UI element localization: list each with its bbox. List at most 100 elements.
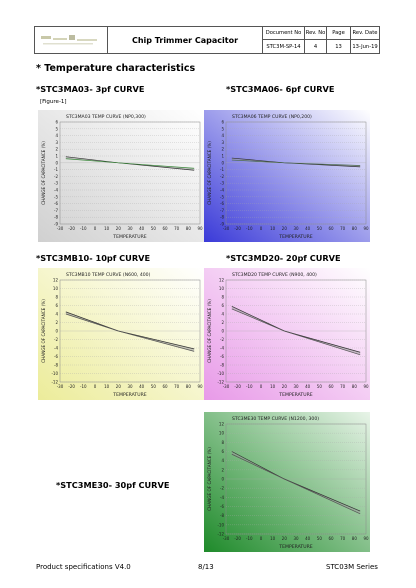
y-tick-label: -12: [51, 380, 58, 385]
series-line: [231, 308, 361, 356]
y-tick-label: -10: [217, 371, 224, 376]
y-tick-label: 2: [221, 467, 224, 472]
x-tick-label: 10: [270, 536, 276, 541]
y-tick-label: 12: [219, 422, 225, 427]
x-tick-label: 10: [270, 226, 276, 231]
y-tick-label: 0: [221, 329, 224, 334]
x-tick-label: 30: [293, 226, 299, 231]
x-tick-label: -20: [68, 226, 75, 231]
y-tick-label: 0: [221, 477, 224, 482]
y-tick-label: 4: [221, 458, 224, 463]
y-tick-label: 2: [55, 147, 58, 152]
series-line: [65, 313, 195, 352]
x-tick-label: 90: [363, 536, 369, 541]
x-tick-label: -30: [223, 226, 230, 231]
footer-series: STC03M Series: [326, 563, 378, 571]
x-tick-label: -10: [80, 384, 87, 389]
x-tick-label: 0: [260, 536, 263, 541]
caption-stc3ma06: *STC3MA06- 6pf CURVE: [226, 84, 335, 94]
x-tick-label: 80: [352, 384, 358, 389]
footer-page-number: 8/13: [198, 563, 214, 571]
y-axis-label: CHANGE OF CAPACITANCE (%): [41, 141, 46, 205]
x-tick-label: -10: [80, 226, 87, 231]
y-tick-label: 0: [221, 160, 224, 165]
y-tick-label: 1: [221, 154, 224, 159]
x-axis-label: TEMPERATURE: [112, 234, 146, 240]
y-tick-label: -4: [220, 495, 224, 500]
y-tick-label: -6: [54, 201, 58, 206]
y-tick-label: -10: [217, 522, 224, 527]
x-tick-label: 10: [104, 384, 110, 389]
y-tick-label: 0: [55, 160, 58, 165]
meta-value-doc-no: STC3M-SP-14: [263, 40, 305, 53]
x-tick-label: 20: [116, 226, 122, 231]
y-axis-label: CHANGE OF CAPACITANCE (%): [207, 299, 212, 363]
x-tick-label: 20: [282, 226, 288, 231]
x-tick-label: 0: [94, 384, 97, 389]
chart-background: [38, 110, 204, 242]
meta-header-rev-date: Rev. Date: [351, 27, 379, 40]
x-tick-label: -30: [223, 384, 230, 389]
y-tick-label: -7: [54, 208, 58, 213]
y-tick-label: -2: [220, 337, 224, 342]
y-tick-label: -2: [220, 486, 224, 491]
y-tick-label: -6: [54, 354, 58, 359]
x-tick-label: -30: [57, 384, 64, 389]
x-tick-label: 80: [352, 226, 358, 231]
x-tick-label: 40: [139, 384, 145, 389]
x-tick-label: 60: [162, 384, 168, 389]
y-tick-label: -2: [220, 174, 224, 179]
footer-spec-version: Product specifications V4.0: [36, 563, 131, 571]
x-tick-label: 40: [305, 226, 311, 231]
y-tick-label: -5: [220, 194, 224, 199]
y-tick-label: -4: [54, 346, 58, 351]
caption-stc3md20: *STC3MD20- 20pf CURVE: [226, 253, 341, 263]
y-tick-label: 10: [219, 286, 225, 291]
chart-background: [204, 110, 370, 242]
caption-stc3ma03: *STC3MA03- 3pf CURVE: [36, 84, 145, 94]
y-axis-label: CHANGE OF CAPACITANCE (%): [207, 447, 212, 511]
y-tick-label: 8: [55, 295, 58, 300]
x-tick-label: 10: [104, 226, 110, 231]
x-tick-label: -20: [68, 384, 75, 389]
y-tick-label: 8: [221, 440, 224, 445]
y-tick-label: -2: [54, 337, 58, 342]
caption-stc3me30: *STC3ME30- 30pf CURVE: [56, 480, 170, 490]
chart-svg: STC3ME30 TEMP CURVE (N1200, 300) 12 10 8 6 4 2…: [204, 412, 370, 552]
curve-band: [231, 451, 361, 514]
y-tick-label: -6: [220, 354, 224, 359]
x-tick-label: -20: [234, 226, 241, 231]
meta-header-rev-no: Rev. No: [305, 27, 327, 40]
meta-value-page: 13: [327, 40, 351, 53]
y-tick-label: -4: [220, 188, 224, 193]
x-tick-label: 50: [317, 536, 323, 541]
y-axis-label: CHANGE OF CAPACITANCE (%): [207, 141, 212, 205]
x-tick-label: 50: [151, 226, 157, 231]
chart-stc3mb10: STC3MB10 TEMP CURVE (N600, 400) 12 10 8 6 4 2 0…: [38, 268, 204, 400]
section-title: * Temperature characteristics: [36, 63, 196, 74]
chart-background: [204, 268, 370, 400]
y-tick-label: -1: [220, 167, 224, 172]
meta-value-rev-date: 13-Jun-19: [352, 43, 378, 50]
y-tick-label: 3: [55, 140, 58, 145]
x-tick-label: -30: [223, 536, 230, 541]
x-tick-label: 10: [270, 384, 276, 389]
x-tick-label: 70: [340, 536, 346, 541]
figure-label: [Figure-1]: [40, 99, 67, 105]
y-tick-label: 4: [221, 312, 224, 317]
x-tick-label: 90: [363, 384, 369, 389]
y-tick-label: -3: [54, 181, 58, 186]
y-axis-label: CHANGE OF CAPACITANCE (%): [41, 299, 46, 363]
y-tick-label: 8: [221, 295, 224, 300]
series-line: [231, 453, 361, 515]
x-tick-label: 30: [293, 536, 299, 541]
x-tick-label: 80: [186, 384, 192, 389]
y-tick-label: 6: [221, 120, 224, 125]
x-tick-label: 0: [260, 226, 263, 231]
x-axis-label: TEMPERATURE: [112, 392, 146, 398]
document-meta: Document No Rev. No Page Rev. Date STC3M…: [263, 27, 379, 53]
x-tick-label: 90: [363, 226, 369, 231]
company-logo: [35, 27, 108, 53]
x-tick-label: 0: [94, 226, 97, 231]
x-tick-label: 40: [305, 384, 311, 389]
